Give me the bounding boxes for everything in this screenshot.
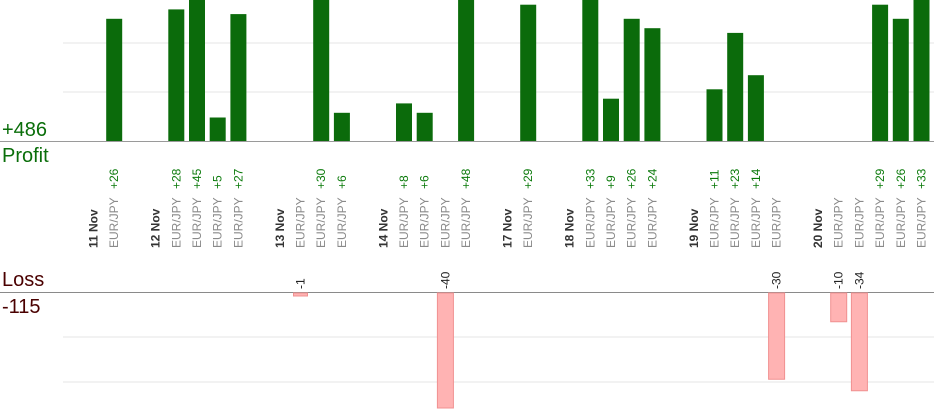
- profit-bar: [582, 0, 599, 141]
- profit-bar: [892, 18, 909, 141]
- profit-bar: [168, 9, 185, 142]
- pair-label: EUR/JPY: [894, 197, 908, 248]
- pair-label: EUR/JPY: [438, 197, 452, 248]
- profit-bar: [333, 112, 350, 141]
- profit-value-label: +23: [728, 168, 742, 189]
- profit-value-label: +5: [211, 175, 225, 189]
- pair-label: EUR/JPY: [770, 197, 784, 248]
- pair-label: EUR/JPY: [708, 197, 722, 248]
- profit-value-label: +14: [749, 168, 763, 189]
- loss-bar: [293, 292, 308, 297]
- profit-value-label: +45: [190, 168, 204, 189]
- loss-value-label: -10: [832, 271, 846, 289]
- profit-value-label: +11: [708, 169, 722, 189]
- loss-bar: [830, 292, 848, 323]
- profit-value-label: +26: [625, 168, 639, 189]
- pair-label: EUR/JPY: [852, 197, 866, 248]
- profit-bar: [872, 4, 889, 142]
- profit-value-label: +26: [894, 168, 908, 189]
- loss-value-label: -1: [294, 278, 308, 289]
- profit-value-label: +28: [169, 168, 183, 189]
- profit-value-label: +33: [583, 168, 597, 189]
- profit-bar: [644, 28, 661, 142]
- loss-value-label: -34: [852, 271, 866, 289]
- date-label: 14 Nov: [376, 208, 390, 248]
- profit-value-label: +48: [459, 168, 473, 189]
- profit-value-label: +29: [873, 168, 887, 189]
- profit-bar: [106, 18, 123, 141]
- pair-label: EUR/JPY: [583, 197, 597, 248]
- profit-bar: [747, 75, 764, 141]
- pair-label: EUR/JPY: [211, 197, 225, 248]
- date-label: 19 Nov: [687, 208, 701, 248]
- pair-label: EUR/JPY: [915, 197, 929, 248]
- profit-label: Profit: [2, 145, 49, 167]
- pair-label: EUR/JPY: [314, 197, 328, 248]
- date-label: 12 Nov: [149, 208, 163, 248]
- pair-label: EUR/JPY: [728, 197, 742, 248]
- profit-bar: [706, 89, 723, 141]
- profit-bar: [416, 112, 433, 141]
- profit-value-label: +33: [915, 168, 929, 189]
- pair-label: EUR/JPY: [832, 197, 846, 248]
- profit-bar: [458, 0, 475, 141]
- profit-value-label: +24: [645, 168, 659, 189]
- pair-label: EUR/JPY: [190, 197, 204, 248]
- loss-label: Loss: [2, 269, 45, 291]
- loss-bar: [768, 292, 786, 380]
- pair-label: EUR/JPY: [169, 197, 183, 248]
- profit-bar: [189, 0, 205, 141]
- profit-bar: [520, 4, 537, 142]
- pair-label: EUR/JPY: [645, 197, 659, 248]
- date-label: 13 Nov: [273, 208, 287, 248]
- loss-value-label: -30: [770, 271, 784, 289]
- profit-bar: [396, 103, 412, 141]
- profit-value-label: +26: [107, 168, 121, 189]
- pair-label: EUR/JPY: [107, 197, 121, 248]
- pair-label: EUR/JPY: [231, 197, 245, 248]
- pair-label: EUR/JPY: [335, 197, 349, 248]
- profit-value-label: +8: [397, 175, 411, 189]
- loss-bar: [850, 292, 868, 392]
- pair-label: EUR/JPY: [418, 197, 432, 248]
- date-label: 20 Nov: [811, 208, 825, 248]
- profit-bar: [313, 0, 330, 141]
- profit-value-label: +27: [231, 168, 245, 189]
- profit-value-label: +30: [314, 168, 328, 189]
- profit-value-label: +29: [521, 168, 535, 189]
- pair-label: EUR/JPY: [459, 197, 473, 248]
- profit-bar: [209, 117, 226, 141]
- pair-label: EUR/JPY: [294, 197, 308, 248]
- date-label: 18 Nov: [563, 208, 577, 248]
- pair-label: EUR/JPY: [397, 197, 411, 248]
- pair-label: EUR/JPY: [521, 197, 535, 248]
- profit-bar: [603, 98, 619, 141]
- loss-total: -115: [2, 296, 41, 318]
- profit-bar: [913, 0, 930, 141]
- pair-label: EUR/JPY: [625, 197, 639, 248]
- profit-value-label: +9: [604, 175, 618, 189]
- profit-value-label: +6: [335, 175, 349, 189]
- loss-value-label: -40: [438, 271, 452, 289]
- date-label: 11 Nov: [87, 209, 101, 248]
- pair-label: EUR/JPY: [873, 197, 887, 248]
- date-label: 17 Nov: [501, 208, 515, 248]
- loss-bar: [436, 292, 454, 409]
- pair-label: EUR/JPY: [604, 197, 618, 248]
- profit-bar: [623, 18, 640, 141]
- pair-label: EUR/JPY: [749, 197, 763, 248]
- profit-total: +486: [2, 119, 48, 141]
- profit-bar: [230, 14, 247, 142]
- profit-value-label: +6: [418, 175, 432, 189]
- profit-bar: [727, 32, 744, 141]
